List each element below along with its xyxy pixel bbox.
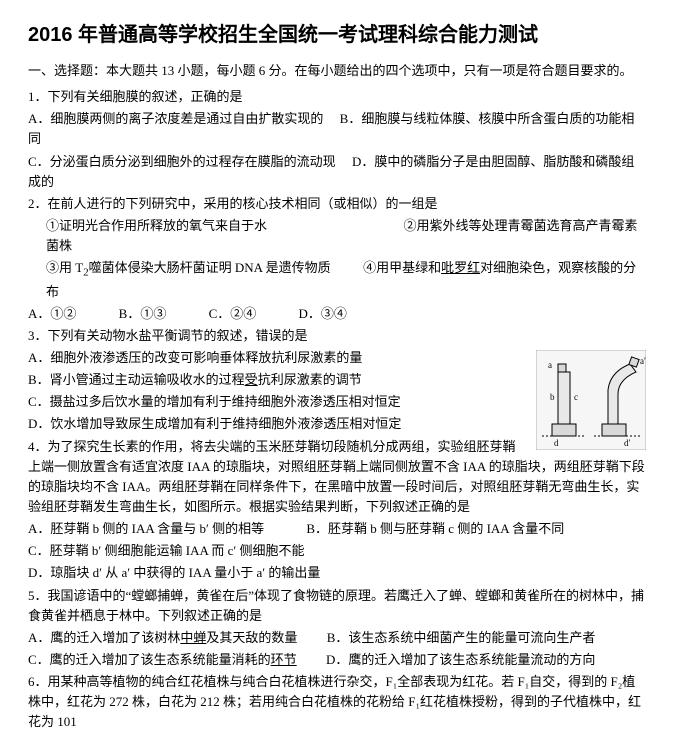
section-text: 一、选择题：本大题共 13 小题，每小题 6 分。在每小题给出的四个选项中，只有… [28,63,633,78]
q2-opt-A: A．①② [28,306,76,321]
q1-stem: 1．下列有关细胞膜的叙述，正确的是 [28,87,646,107]
q5-opt-D: D．鹰的迁入增加了该生态系统能量流动的方向 [326,652,595,667]
q2-stem: 2．在前人进行的下列研究中，采用的核心技术相同（或相似）的一组是 [28,194,646,214]
section-instructions: 一、选择题：本大题共 13 小题，每小题 6 分。在每小题给出的四个选项中，只有… [28,61,646,81]
fig-label-d2: d′ [624,438,631,448]
q4-opt-D: D．琼脂块 d′ 从 a′ 中获得的 IAA 量小于 a′ 的输出量 [28,563,646,583]
q5-opt-A-a: A．鹰的迁入增加了该树林 [28,630,180,645]
q3-B-a: B．肾小管通过主动运输吸收水的过程 [28,372,245,387]
q2-c3b: 噬菌体侵染大肠杆菌证明 DNA 是遗传物质 [89,260,331,275]
q6-stem: 6．用某种高等植物的纯合红花植株与纯合白花植株进行杂交，F₁全部表现为红花。若 … [28,672,646,732]
q3-stem: 3．下列有关动物水盐平衡调节的叙述，错误的是 [28,326,646,346]
q1-line-AB: A．细胞膜两侧的离子浓度差是通过自由扩散实现的 B．细胞膜与线粒体膜、核膜中所含… [28,109,646,149]
q2-choices-12: ①证明光合作用所释放的氧气来自于水 ②用紫外线等处理青霉菌选育高产青霉素菌株 [28,216,646,256]
q4-figure: a a′ b c d d′ [536,350,646,450]
q2-opt-B: B．①③ [119,306,167,321]
q5-opt-B: B．该生态系统中细菌产生的能量可流向生产者 [327,630,596,645]
page-title: 2016 年普通高等学校招生全国统一考试理科综合能力测试 [28,20,646,51]
q3-B-b: 抗利尿激素的调节 [258,372,362,387]
q2-c3a: ③用 T [46,260,83,275]
q2-c1: ①证明光合作用所释放的氧气来自于水 [46,218,267,233]
fig-label-d: d [554,438,559,448]
q4-opt-C: C．胚芽鞘 b′ 侧细胞能运输 IAA 而 c′ 侧细胞不能 [28,541,646,561]
q5-opt-C-a: C．鹰的迁入增加了该生态系统能量消耗的 [28,652,271,667]
q2-opt-C: C．②④ [209,306,257,321]
fig-label-b: b [550,392,555,402]
q5-opt-A-b: 及其天敌的数量 [206,630,297,645]
q2-c4u: 吡罗红 [441,260,480,275]
q2-opt-D: D．③④ [299,306,347,321]
q1-line-CD: C．分泌蛋白质分泌到细胞外的过程存在膜脂的流动现 D．膜中的磷脂分子是由胆固醇、… [28,152,646,192]
q4-opt-B: B．胚芽鞘 b 侧与胚芽鞘 c 侧的 IAA 含量不同 [306,521,564,536]
fig-label-a: a [548,360,552,370]
q5-stem: 5．我国谚语中的“螳螂捕蝉，黄雀在后”体现了食物链的原理。若鹰迁入了蝉、螳螂和黄… [28,586,646,626]
q5-opt-C-u: 环节 [271,652,297,667]
q4-line-AB: A．胚芽鞘 b 侧的 IAA 含量与 b′ 侧的相等 B．胚芽鞘 b 侧与胚芽鞘… [28,519,646,539]
q2-choices-34: ③用 T2噬菌体侵染大肠杆菌证明 DNA 是遗传物质 ④用甲基绿和吡罗红对细胞染… [28,258,646,302]
q5-line-AB: A．鹰的迁入增加了该树林中蝉及其天敌的数量 B．该生态系统中细菌产生的能量可流向… [28,628,646,648]
q5-line-CD: C．鹰的迁入增加了该生态系统能量消耗的环节 D．鹰的迁入增加了该生态系统能量流动… [28,650,646,670]
q4-opt-A: A．胚芽鞘 b 侧的 IAA 含量与 b′ 侧的相等 [28,521,264,536]
fig-label-c: c [574,392,578,402]
fig-label-a2: a′ [640,356,646,366]
q5-opt-A-u: 中蝉 [180,630,206,645]
q2-c4a: ④用甲基绿和 [363,260,441,275]
q1-opt-A: A．细胞膜两侧的离子浓度差是通过自由扩散实现的 [28,111,323,126]
q2-options: A．①② B．①③ C．②④ D．③④ [28,304,646,324]
q1-opt-C: C．分泌蛋白质分泌到细胞外的过程存在膜脂的流动现 [28,154,336,169]
q3-B-u: 受 [245,372,258,387]
